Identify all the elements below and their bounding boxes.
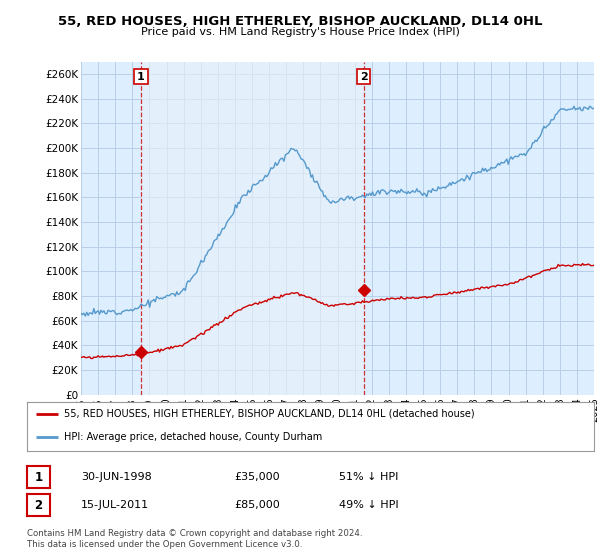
Text: £35,000: £35,000 bbox=[234, 472, 280, 482]
Bar bbox=[141, 62, 364, 395]
Text: £85,000: £85,000 bbox=[234, 500, 280, 510]
Text: 1: 1 bbox=[34, 470, 43, 484]
Text: 2: 2 bbox=[360, 72, 368, 82]
Text: 55, RED HOUSES, HIGH ETHERLEY, BISHOP AUCKLAND, DL14 0HL (detached house): 55, RED HOUSES, HIGH ETHERLEY, BISHOP AU… bbox=[64, 409, 475, 419]
Text: 51% ↓ HPI: 51% ↓ HPI bbox=[339, 472, 398, 482]
Text: 49% ↓ HPI: 49% ↓ HPI bbox=[339, 500, 398, 510]
Text: HPI: Average price, detached house, County Durham: HPI: Average price, detached house, Coun… bbox=[64, 432, 322, 442]
Text: Contains HM Land Registry data © Crown copyright and database right 2024.
This d: Contains HM Land Registry data © Crown c… bbox=[27, 529, 362, 549]
Text: 2: 2 bbox=[34, 498, 43, 512]
Text: Price paid vs. HM Land Registry's House Price Index (HPI): Price paid vs. HM Land Registry's House … bbox=[140, 27, 460, 38]
Text: 30-JUN-1998: 30-JUN-1998 bbox=[81, 472, 152, 482]
Text: 1: 1 bbox=[137, 72, 145, 82]
Text: 55, RED HOUSES, HIGH ETHERLEY, BISHOP AUCKLAND, DL14 0HL: 55, RED HOUSES, HIGH ETHERLEY, BISHOP AU… bbox=[58, 15, 542, 28]
Text: 15-JUL-2011: 15-JUL-2011 bbox=[81, 500, 149, 510]
